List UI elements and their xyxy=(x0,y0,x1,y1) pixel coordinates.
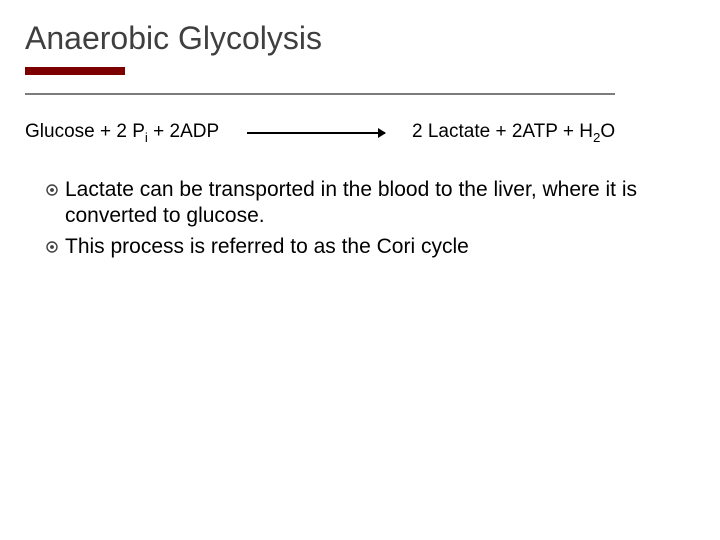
list-item: This process is referred to as the Cori … xyxy=(45,234,690,260)
arrow-icon xyxy=(247,132,385,134)
title-rule xyxy=(25,67,700,103)
bullet-text: This process is referred to as the Cori … xyxy=(65,234,469,260)
list-item: Lactate can be transported in the blood … xyxy=(45,177,690,230)
bullet-list: Lactate can be transported in the blood … xyxy=(0,177,720,260)
bullet-marker-icon xyxy=(45,240,59,254)
equation-left: Glucose + 2 Pi + 2ADP xyxy=(25,121,219,145)
slide-title: Anaerobic Glycolysis xyxy=(25,20,700,57)
equation-right: 2 Lactate + 2ATP + H2O xyxy=(412,121,615,145)
bullet-marker-icon xyxy=(45,183,59,197)
rule-line xyxy=(25,93,615,95)
rule-accent xyxy=(25,67,125,75)
slide: Anaerobic Glycolysis Glucose + 2 Pi + 2A… xyxy=(0,0,720,540)
bullet-text: Lactate can be transported in the blood … xyxy=(65,177,690,230)
title-area: Anaerobic Glycolysis xyxy=(0,0,720,103)
reaction-equation: Glucose + 2 Pi + 2ADP 2 Lactate + 2ATP +… xyxy=(0,121,720,151)
